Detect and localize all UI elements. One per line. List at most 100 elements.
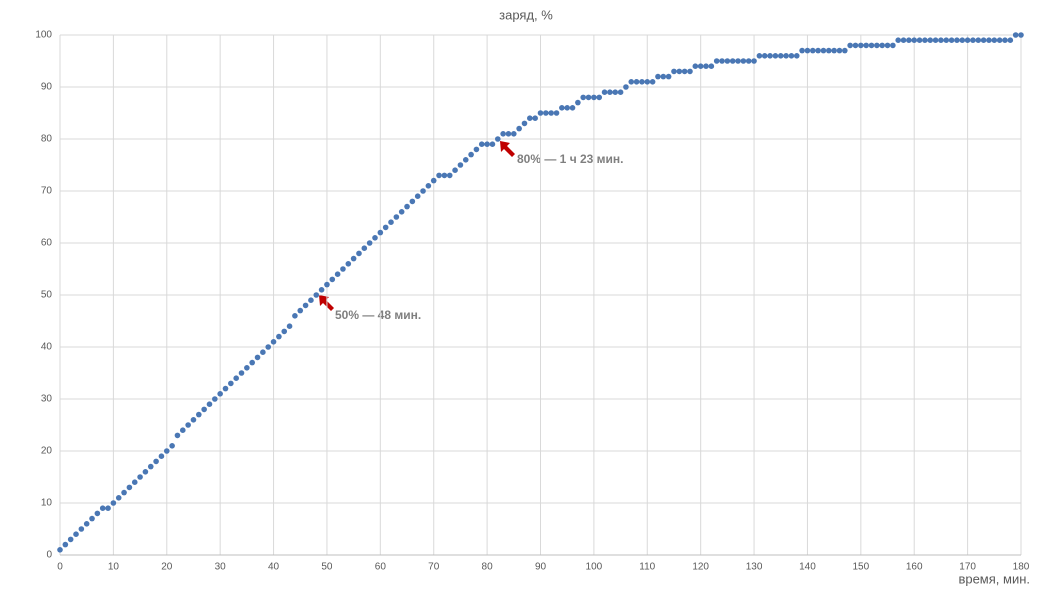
data-point (115, 495, 122, 501)
data-point (511, 131, 517, 137)
data-point (382, 224, 389, 231)
y-tick-label: 80 (41, 134, 53, 145)
data-point (179, 427, 186, 434)
data-point (121, 489, 127, 496)
data-point (660, 73, 667, 80)
data-point (318, 287, 325, 293)
data-point (783, 53, 789, 59)
y-tick-label: 0 (46, 550, 52, 561)
data-point (729, 58, 736, 64)
data-point (249, 359, 255, 366)
data-point (78, 526, 85, 532)
data-point (719, 58, 725, 64)
data-point (57, 547, 63, 553)
data-point (89, 515, 95, 522)
data-point (297, 307, 304, 314)
x-tick-label: 30 (215, 562, 227, 573)
data-point (345, 261, 352, 267)
data-point (761, 53, 768, 59)
data-point (372, 235, 378, 241)
data-point (1002, 37, 1008, 43)
data-point (804, 47, 811, 54)
data-point (436, 172, 442, 179)
data-point (110, 500, 117, 506)
data-point (569, 105, 576, 111)
data-point (564, 105, 570, 111)
data-point (163, 448, 170, 454)
data-point (420, 188, 426, 194)
data-point (206, 401, 213, 408)
x-tick-label: 110 (639, 562, 655, 573)
y-tick-label: 40 (41, 342, 53, 353)
data-point (671, 68, 677, 75)
data-point (441, 172, 448, 179)
data-point (852, 42, 859, 49)
data-point (553, 110, 560, 116)
data-point (596, 94, 603, 101)
data-point (922, 37, 928, 43)
y-tick-label: 50 (41, 290, 53, 301)
data-point (430, 177, 437, 184)
data-point (238, 370, 245, 376)
x-tick-label: 170 (959, 562, 976, 573)
data-point (559, 105, 565, 111)
data-point (393, 214, 400, 220)
data-point (174, 432, 181, 439)
data-point (201, 406, 207, 413)
data-point (158, 453, 165, 460)
data-point (575, 99, 581, 106)
data-point (446, 172, 453, 179)
x-tick-label: 120 (692, 562, 709, 573)
data-point (521, 120, 528, 127)
data-point (938, 37, 944, 43)
data-point (548, 110, 554, 116)
data-point (996, 37, 1003, 43)
data-point (879, 42, 885, 49)
data-point (281, 328, 288, 335)
y-tick-label: 70 (41, 186, 53, 197)
data-point (863, 42, 869, 49)
data-point (820, 47, 827, 54)
data-point (900, 37, 907, 43)
data-point (505, 131, 512, 137)
x-tick-label: 0 (57, 562, 63, 573)
data-point (137, 474, 143, 480)
x-tick-label: 80 (482, 562, 494, 573)
data-point (842, 47, 848, 54)
data-point (131, 479, 138, 486)
data-point (740, 58, 747, 64)
data-point (457, 162, 464, 168)
data-point (777, 53, 784, 59)
data-point (612, 89, 619, 95)
data-point (1007, 37, 1014, 43)
data-point (585, 94, 592, 101)
data-point (975, 37, 982, 43)
data-point (414, 193, 421, 199)
data-point (468, 151, 474, 158)
data-point (948, 37, 955, 43)
data-point (409, 198, 416, 205)
data-point (916, 37, 923, 43)
annotation: 50% — 48 мин. (335, 308, 421, 322)
data-point (366, 240, 373, 246)
data-point (212, 396, 218, 402)
data-point (756, 53, 763, 59)
data-point (527, 115, 533, 121)
y-tick-label: 60 (41, 238, 53, 249)
x-tick-label: 40 (268, 562, 280, 573)
x-tick-label: 70 (428, 562, 440, 573)
data-point (260, 349, 266, 356)
data-point (543, 110, 549, 116)
data-point (126, 484, 133, 491)
data-point (286, 323, 293, 330)
data-point (809, 47, 816, 54)
data-point (692, 63, 699, 69)
data-point (713, 58, 720, 64)
data-point (222, 385, 229, 392)
data-point (265, 344, 272, 350)
data-point (404, 203, 410, 210)
data-point (516, 125, 522, 132)
data-point (308, 297, 314, 304)
data-point (324, 281, 330, 288)
